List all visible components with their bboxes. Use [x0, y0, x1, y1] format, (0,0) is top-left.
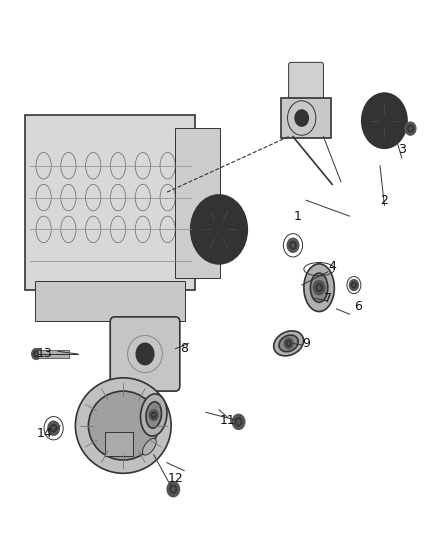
FancyBboxPatch shape [110, 317, 180, 391]
Circle shape [362, 93, 407, 148]
Circle shape [149, 410, 158, 420]
Circle shape [167, 482, 180, 497]
FancyBboxPatch shape [289, 62, 323, 105]
Text: 8: 8 [180, 342, 188, 355]
Circle shape [350, 280, 358, 290]
Ellipse shape [142, 438, 156, 455]
Ellipse shape [75, 378, 171, 473]
Ellipse shape [146, 402, 162, 428]
Text: 11: 11 [220, 414, 236, 427]
Circle shape [233, 415, 245, 429]
Circle shape [210, 219, 228, 240]
FancyBboxPatch shape [281, 98, 331, 138]
Text: 2: 2 [381, 193, 389, 207]
Circle shape [295, 110, 308, 126]
Text: 9: 9 [302, 337, 310, 350]
Ellipse shape [304, 264, 334, 312]
Ellipse shape [279, 335, 298, 352]
Text: 14: 14 [37, 427, 53, 440]
Bar [158, 155, 178, 187]
Circle shape [405, 122, 416, 135]
Circle shape [199, 206, 239, 253]
Circle shape [314, 281, 325, 295]
Text: 6: 6 [354, 300, 362, 313]
FancyBboxPatch shape [35, 281, 185, 320]
Bar [59, 155, 78, 187]
Circle shape [287, 238, 299, 252]
Bar [34, 155, 53, 187]
Circle shape [48, 421, 59, 435]
Circle shape [136, 343, 154, 365]
Bar [109, 155, 128, 187]
Ellipse shape [88, 391, 158, 460]
Bar [39, 350, 69, 358]
Circle shape [284, 338, 293, 349]
Circle shape [191, 195, 247, 264]
FancyBboxPatch shape [105, 432, 133, 456]
Ellipse shape [311, 273, 328, 302]
Bar [84, 155, 103, 187]
Ellipse shape [274, 331, 304, 356]
Text: 12: 12 [168, 472, 184, 485]
FancyBboxPatch shape [25, 115, 195, 290]
Text: 1: 1 [293, 209, 301, 223]
Text: 3: 3 [398, 143, 406, 156]
Ellipse shape [141, 394, 167, 436]
Text: 7: 7 [324, 292, 332, 305]
Text: 13: 13 [37, 348, 53, 360]
Circle shape [370, 103, 399, 138]
Circle shape [32, 349, 41, 359]
Text: 4: 4 [328, 260, 336, 273]
Bar [133, 155, 153, 187]
Circle shape [379, 114, 390, 127]
FancyBboxPatch shape [175, 127, 220, 278]
